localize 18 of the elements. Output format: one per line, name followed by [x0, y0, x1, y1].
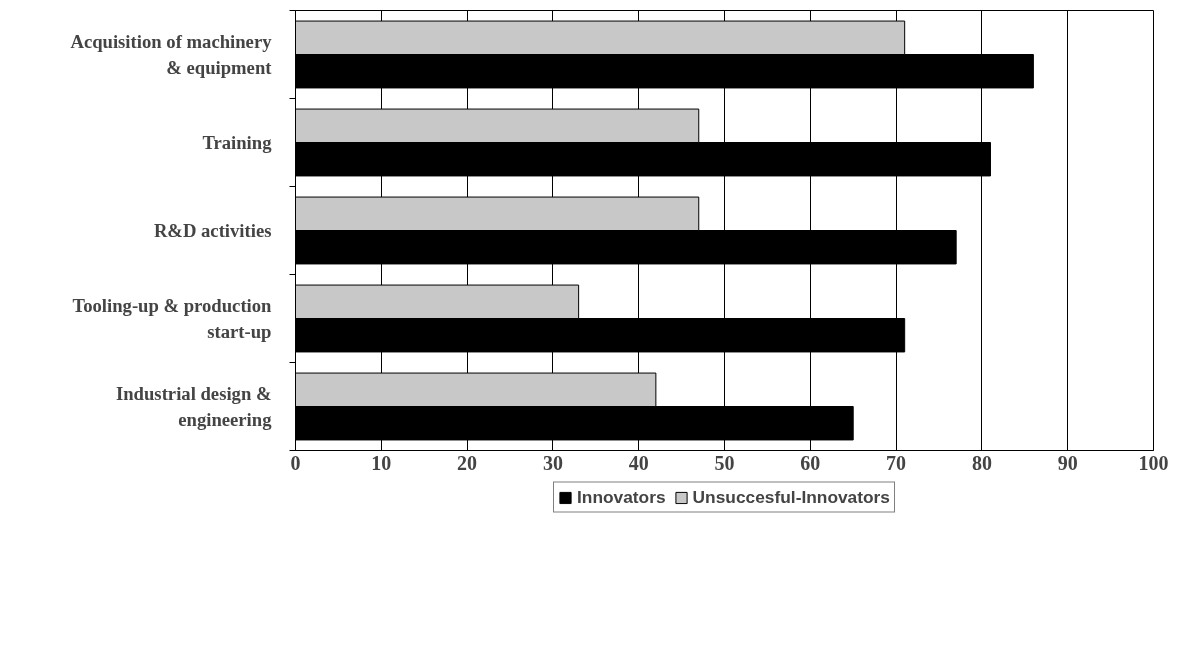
y-tick-label: Acquisition of machinery & equipment [70, 31, 273, 78]
x-tick-label: 40 [628, 451, 649, 474]
x-tick-label: 0 [290, 451, 301, 474]
x-tick-label: 100 [1138, 451, 1169, 474]
x-tick-label: 20 [457, 451, 478, 474]
y-tick-label: R&D activities [153, 220, 272, 241]
x-tick-label: 10 [371, 451, 392, 474]
x-tick-label: 90 [1057, 451, 1078, 474]
x-tick-label: 60 [800, 451, 821, 474]
y-tick-label: Tooling-up & production start-up [72, 295, 273, 342]
legend-label: Unsuccesful-Innovators [692, 486, 890, 508]
y-tick-label: Industrial design & engineering [115, 383, 273, 430]
y-tick-label: Training [202, 132, 273, 153]
x-tick-label: 70 [886, 451, 907, 474]
x-tick-label: 80 [971, 451, 992, 474]
legend-label: Innovators [577, 486, 666, 508]
x-tick-label: 30 [542, 451, 563, 474]
x-tick-label: 50 [714, 451, 735, 474]
